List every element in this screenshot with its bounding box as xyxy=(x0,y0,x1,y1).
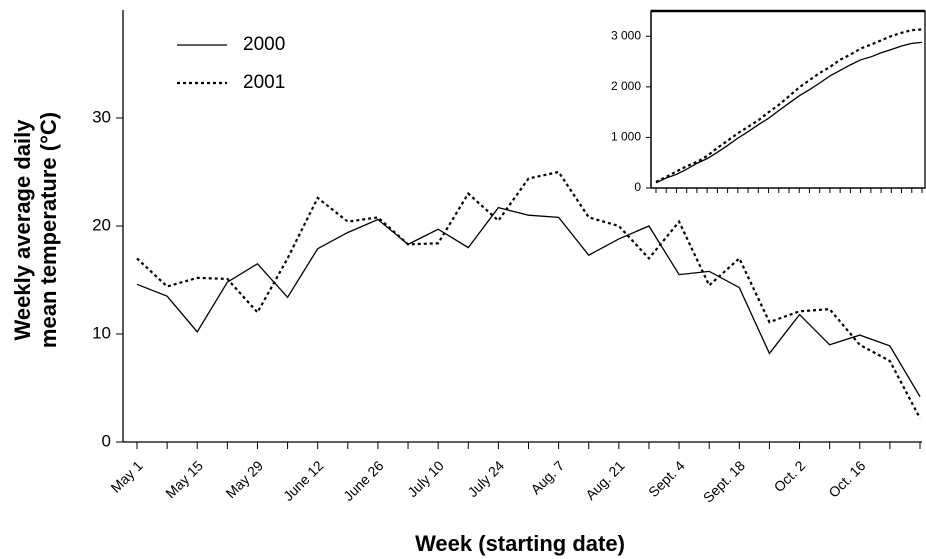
inset-frame xyxy=(650,10,926,189)
legend-label: 2000 xyxy=(243,34,285,55)
y-tick-label: 30 xyxy=(92,107,111,126)
x-tick-label: Aug. 21 xyxy=(582,457,628,503)
x-tick-label: June 12 xyxy=(280,457,327,504)
legend-label: 2001 xyxy=(243,72,285,93)
y-axis-label: mean temperature (°C) xyxy=(36,112,61,348)
series-line xyxy=(136,170,921,419)
x-tick-label: May 15 xyxy=(162,457,206,501)
x-tick-label: Sept. 18 xyxy=(700,457,748,505)
x-tick-label: Oct. 16 xyxy=(825,457,868,500)
y-tick-label: 0 xyxy=(102,431,111,450)
x-tick-label: June 26 xyxy=(340,457,387,504)
y-tick-label: 1 000 xyxy=(611,130,641,144)
x-axis-label: Week (starting date) xyxy=(415,531,625,556)
series-line xyxy=(136,206,921,397)
y-axis-label: Weekly average daily xyxy=(10,119,35,341)
x-tick-label: July 24 xyxy=(464,457,507,500)
x-tick-label: May 29 xyxy=(222,457,266,501)
x-tick-label: Oct. 2 xyxy=(771,457,809,495)
y-tick-label: 0 xyxy=(634,180,641,194)
y-tick-label: 20 xyxy=(92,215,111,234)
series-line xyxy=(655,41,923,184)
y-tick-label: 3 000 xyxy=(611,28,641,42)
y-tick-label: 10 xyxy=(92,323,111,342)
x-tick-label: Sept. 4 xyxy=(645,457,688,500)
x-tick-label: May 1 xyxy=(107,457,145,495)
y-tick-label: 2 000 xyxy=(611,79,641,93)
x-tick-label: July 10 xyxy=(404,457,447,500)
series-line xyxy=(655,28,923,183)
x-tick-label: Aug. 7 xyxy=(527,457,567,497)
